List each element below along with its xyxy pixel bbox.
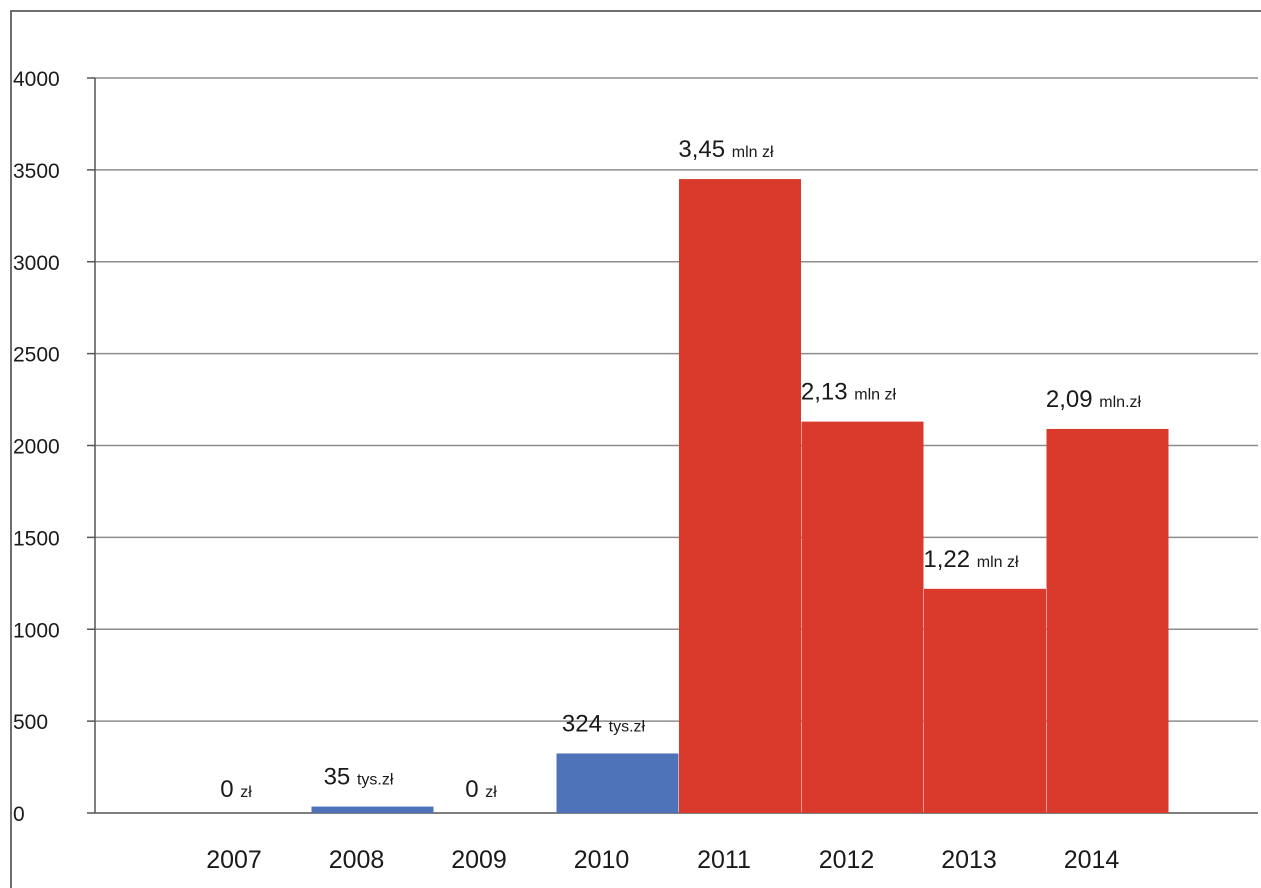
- y-tick-label: 1000: [13, 619, 60, 642]
- y-tick-label: 0: [13, 803, 25, 826]
- y-tick-label: 2500: [13, 344, 60, 367]
- x-tick-label: 2009: [451, 846, 507, 874]
- y-tick-label: 500: [13, 711, 48, 734]
- x-tick-label: 2012: [819, 846, 875, 874]
- x-tick-label: 2007: [206, 846, 262, 874]
- data-label-2012: 2,13 mln zł: [801, 379, 897, 406]
- data-label-2013: 1,22 mln zł: [923, 546, 1019, 573]
- bars: [311, 179, 1169, 813]
- data-label-2014: 2,09 mln.zł: [1046, 386, 1142, 413]
- data-label-2008: 35 tys.zł: [324, 764, 394, 791]
- x-tick-label: 2010: [574, 846, 630, 874]
- bar-2013: [924, 588, 1046, 813]
- data-label-2010: 324 tys.zł: [562, 710, 646, 737]
- bar-2011: [679, 179, 801, 813]
- x-tick-label: 2014: [1064, 846, 1120, 874]
- data-label-2007: 0 zł: [220, 776, 252, 803]
- y-tick-label: 3000: [13, 252, 60, 275]
- data-label-2009: 0 zł: [465, 776, 497, 803]
- bar-2008: [311, 806, 434, 813]
- data-labels: 0 zł 35 tys.zł 0 zł 324 tys.zł 3,45 mln zł 2,…: [220, 136, 1141, 803]
- x-tick-label: 2011: [697, 846, 751, 874]
- x-tick-labels: 2007 2008 2009 2010 2011 2012 2013 2014: [206, 846, 1119, 874]
- y-tick-label: 2000: [13, 436, 60, 459]
- y-tick-label: 3500: [13, 160, 60, 183]
- data-label-2011: 3,45 mln zł: [678, 136, 774, 163]
- x-tick-label: 2013: [941, 846, 997, 874]
- bar-2010: [556, 753, 679, 813]
- y-tick-labels: 0 500 1000 1500 2000 2500 3000 3500 4000: [13, 68, 60, 826]
- frame-left-border: [10, 10, 12, 888]
- x-tick-label: 2008: [329, 846, 385, 874]
- bar-2014: [1046, 428, 1169, 813]
- frame-top-border: [10, 10, 1261, 12]
- y-tick-label: 4000: [13, 68, 60, 91]
- y-tick-label: 1500: [13, 527, 60, 550]
- bar-2012: [801, 421, 924, 813]
